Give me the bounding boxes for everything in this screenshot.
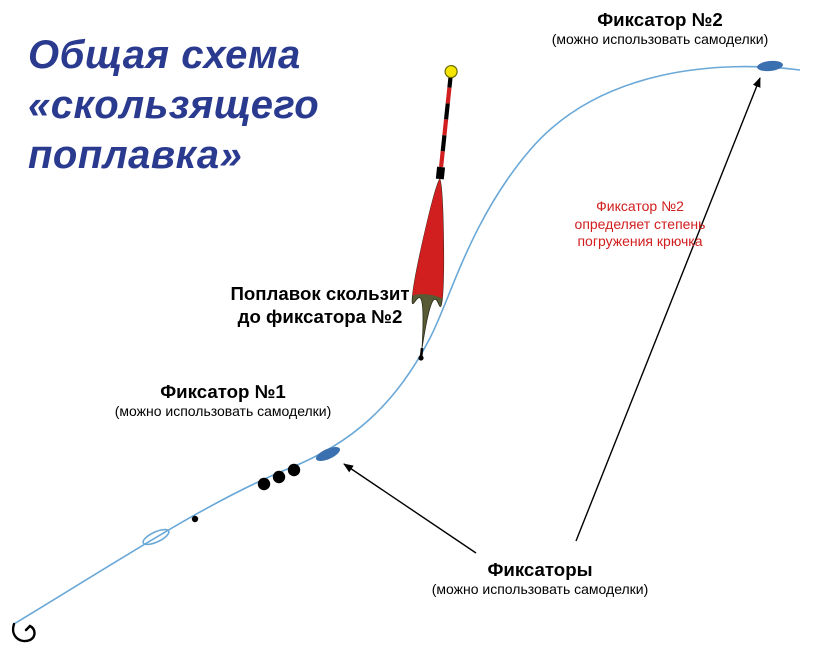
label-note-line: Фиксатор №2 bbox=[530, 198, 750, 216]
label-heading: Фиксатор №1 bbox=[98, 380, 348, 403]
float-antenna-seg bbox=[441, 151, 443, 167]
label-stopper2: Фиксатор №2(можно использовать самоделки… bbox=[530, 8, 790, 49]
stopper-2 bbox=[757, 60, 784, 73]
float-tip-icon bbox=[445, 65, 458, 78]
float-antenna-seg bbox=[444, 119, 446, 135]
label-slide: Поплавок скользитдо фиксатора №2 bbox=[200, 282, 440, 329]
float-collar bbox=[436, 167, 445, 180]
stoppers-group bbox=[314, 60, 783, 464]
label-note: Фиксатор №2определяет степеньпогружения … bbox=[530, 198, 750, 251]
sinker-bead bbox=[288, 464, 300, 476]
arrow-to-stopper1 bbox=[344, 464, 476, 553]
float-antenna-seg bbox=[448, 87, 450, 103]
label-note-line: погружения крючка bbox=[530, 233, 750, 251]
sinker-bead bbox=[273, 471, 285, 483]
label-note-line: определяет степень bbox=[530, 216, 750, 234]
small-bead bbox=[192, 516, 198, 522]
label-sub: (можно использовать самоделки) bbox=[530, 31, 790, 49]
stopper-1 bbox=[314, 444, 342, 464]
label-heading: Фиксатор №2 bbox=[530, 8, 790, 31]
label-fixators: Фиксаторы(можно использовать самоделки) bbox=[410, 558, 670, 599]
hook-icon bbox=[13, 624, 34, 641]
label-heading: до фиксатора №2 bbox=[200, 305, 440, 328]
arrow-to-stopper2 bbox=[576, 78, 760, 541]
label-stopper1: Фиксатор №1(можно использовать самоделки… bbox=[98, 380, 348, 421]
float-antenna-seg bbox=[446, 103, 448, 119]
diagram-root: { "canvas": { "width": 820, "height": 65… bbox=[0, 0, 820, 650]
label-heading: Поплавок скользит bbox=[200, 282, 440, 305]
sinker-bead bbox=[258, 478, 270, 490]
label-sub: (можно использовать самоделки) bbox=[410, 581, 670, 599]
label-heading: Фиксаторы bbox=[410, 558, 670, 581]
float-antenna-seg bbox=[443, 135, 445, 151]
label-sub: (можно использовать самоделки) bbox=[98, 403, 348, 421]
diagram-title: Общая схема«скользящегопоплавка» bbox=[28, 30, 319, 180]
sinkers-group bbox=[258, 464, 300, 490]
